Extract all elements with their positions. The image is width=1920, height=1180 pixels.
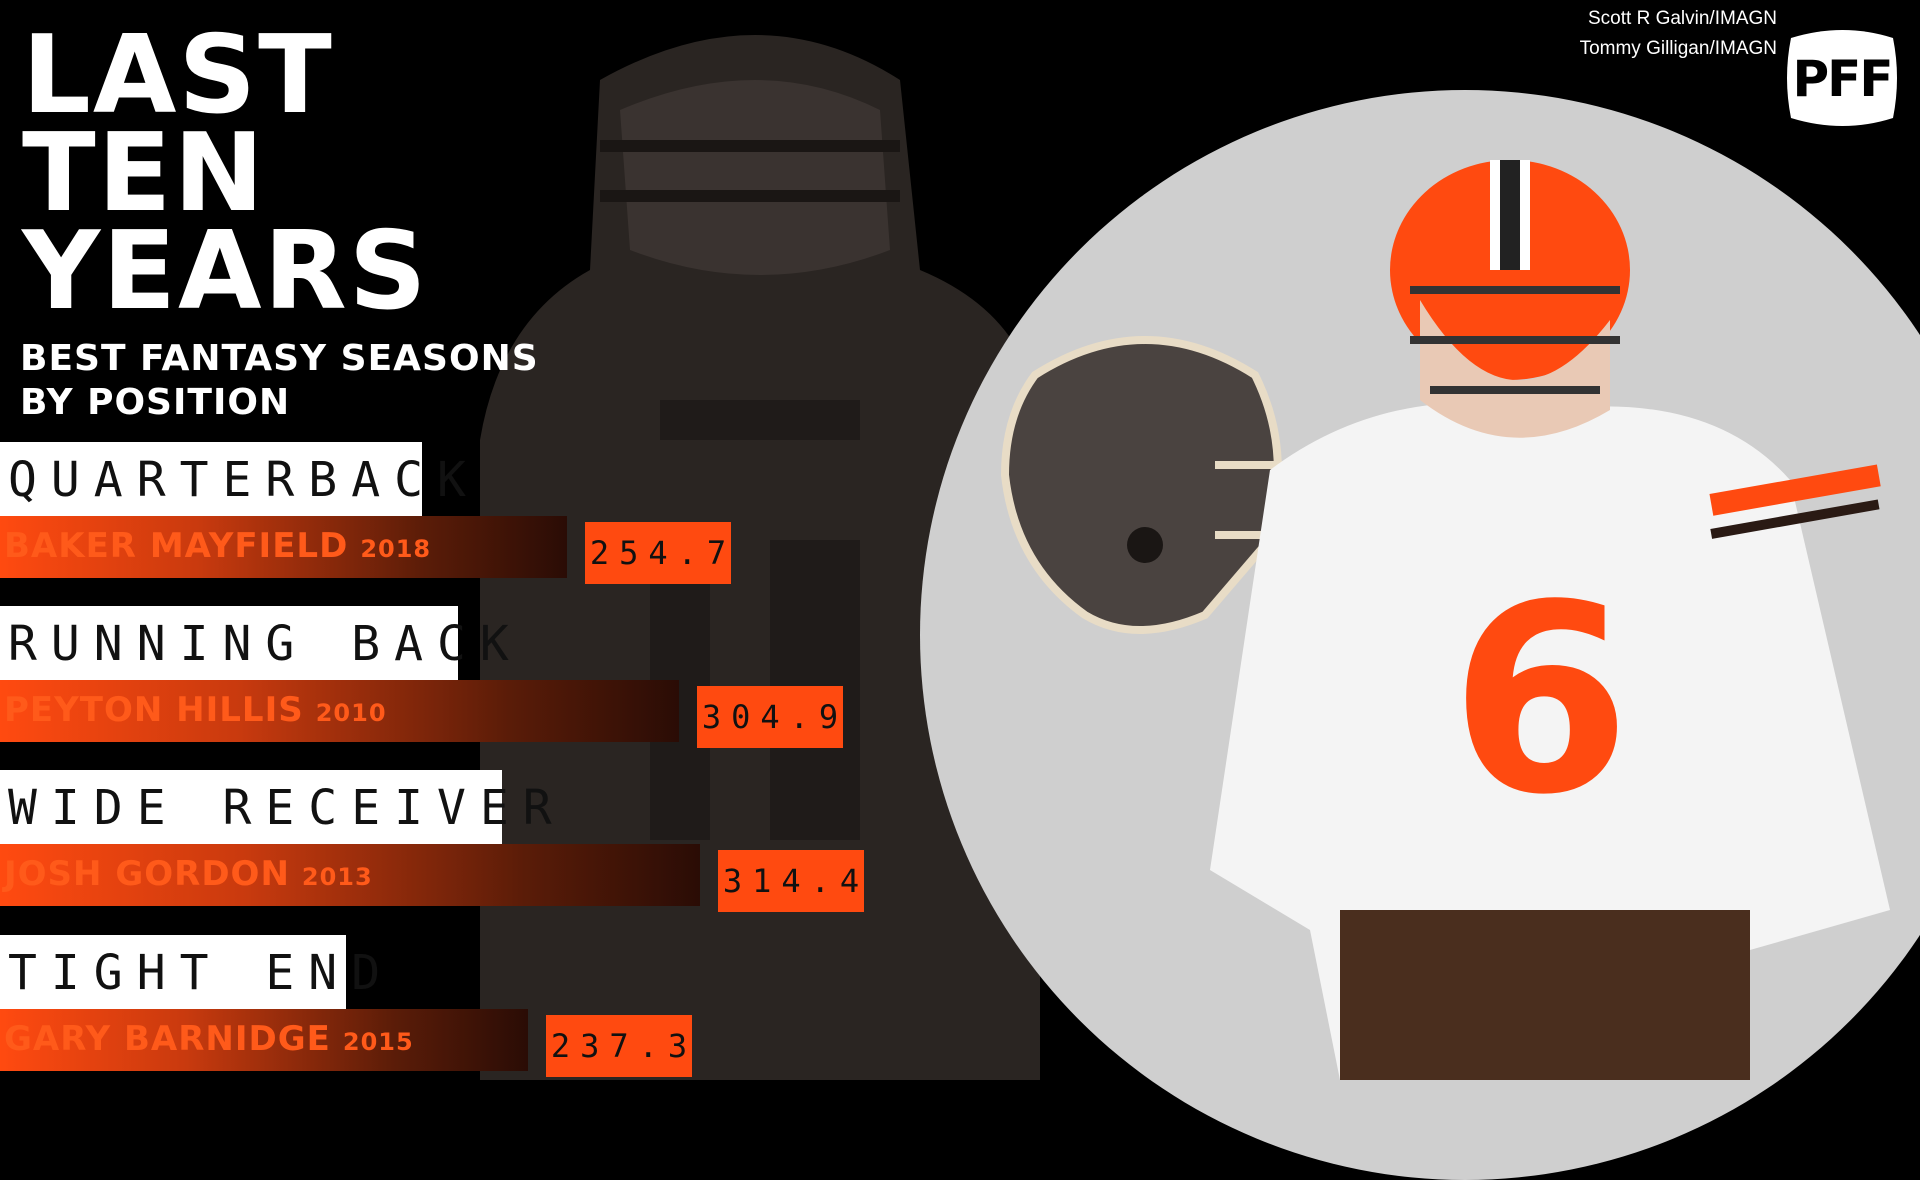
- value-label: 314.4: [713, 862, 869, 900]
- pff-logo: PFF: [1783, 28, 1901, 128]
- value-label: 304.9: [692, 698, 848, 736]
- position-label: RUNNING BACK: [8, 616, 523, 672]
- value-label-box: 254.7: [585, 522, 731, 584]
- quarterback-photo: 6: [1190, 150, 1910, 1080]
- player-name-text: GARY BARNIDGE: [4, 1019, 331, 1059]
- photo-credit-2: Tommy Gilligan/IMAGN: [1580, 38, 1777, 60]
- position-label-box: RUNNING BACK: [0, 606, 458, 682]
- pff-logo-text: PFF: [1783, 50, 1901, 108]
- season-year: 2018: [360, 535, 431, 563]
- season-year: 2010: [316, 699, 387, 727]
- position-label-box: QUARTERBACK: [0, 442, 422, 518]
- position-label-box: WIDE RECEIVER: [0, 770, 502, 846]
- player-name: JOSH GORDON 2013: [4, 854, 373, 894]
- value-label-box: 314.4: [718, 850, 864, 912]
- subtitle-line-2: BY POSITION: [20, 382, 290, 423]
- svg-text:6: 6: [1450, 550, 1631, 852]
- position-label: QUARTERBACK: [8, 452, 480, 508]
- value-label: 237.3: [541, 1027, 697, 1065]
- season-year: 2013: [302, 863, 373, 891]
- player-name: GARY BARNIDGE 2015: [4, 1019, 414, 1059]
- player-name: BAKER MAYFIELD 2018: [4, 526, 431, 566]
- season-year: 2015: [343, 1028, 414, 1056]
- player-name-text: PEYTON HILLIS: [4, 690, 304, 730]
- subtitle-line-1: BEST FANTASY SEASONS: [20, 338, 539, 379]
- value-label-box: 304.9: [697, 686, 843, 748]
- position-label-box: TIGHT END: [0, 935, 346, 1011]
- position-label: TIGHT END: [8, 945, 394, 1001]
- value-label: 254.7: [580, 534, 736, 572]
- player-name-text: JOSH GORDON: [4, 854, 290, 894]
- title-line-3: YEARS: [22, 218, 429, 326]
- position-label: WIDE RECEIVER: [8, 780, 566, 836]
- player-name-text: BAKER MAYFIELD: [4, 526, 348, 566]
- value-label-box: 237.3: [546, 1015, 692, 1077]
- player-name: PEYTON HILLIS 2010: [4, 690, 387, 730]
- photo-credit-1: Scott R Galvin/IMAGN: [1588, 8, 1777, 30]
